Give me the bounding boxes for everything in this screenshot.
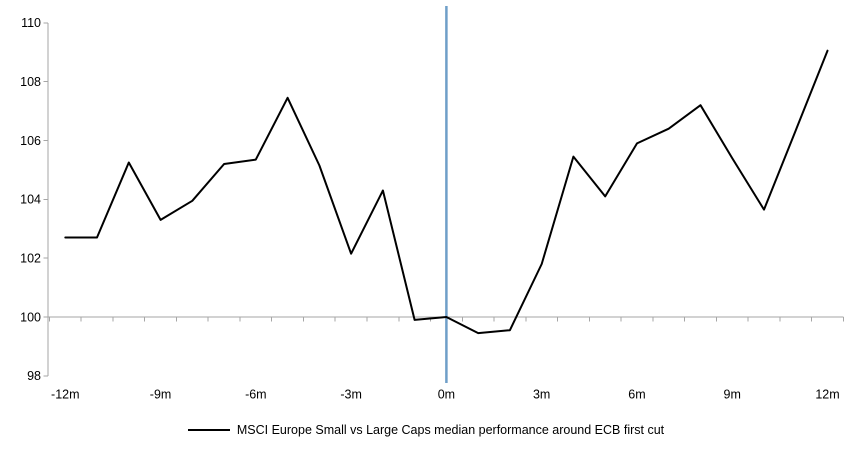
y-tick-label: 102 [20,251,41,265]
x-tick-label: -12m [51,388,79,402]
y-tick-label: 98 [27,369,41,383]
x-tick-label: 9m [724,388,741,402]
x-tick-label: -6m [245,388,267,402]
y-tick-label: 100 [20,310,41,324]
x-tick-label: 3m [533,388,550,402]
x-tick-label: -9m [150,388,172,402]
y-tick-label: 106 [20,134,41,148]
axes [43,22,844,377]
x-tick-label: -3m [340,388,362,402]
x-tick-label: 12m [815,388,839,402]
series-line [64,49,829,335]
y-tick-label: 108 [20,75,41,89]
x-tick-label: 6m [628,388,645,402]
y-tick-label: 104 [20,193,41,207]
x-tick-label: 0m [438,388,455,402]
y-tick-label: 110 [21,16,41,30]
